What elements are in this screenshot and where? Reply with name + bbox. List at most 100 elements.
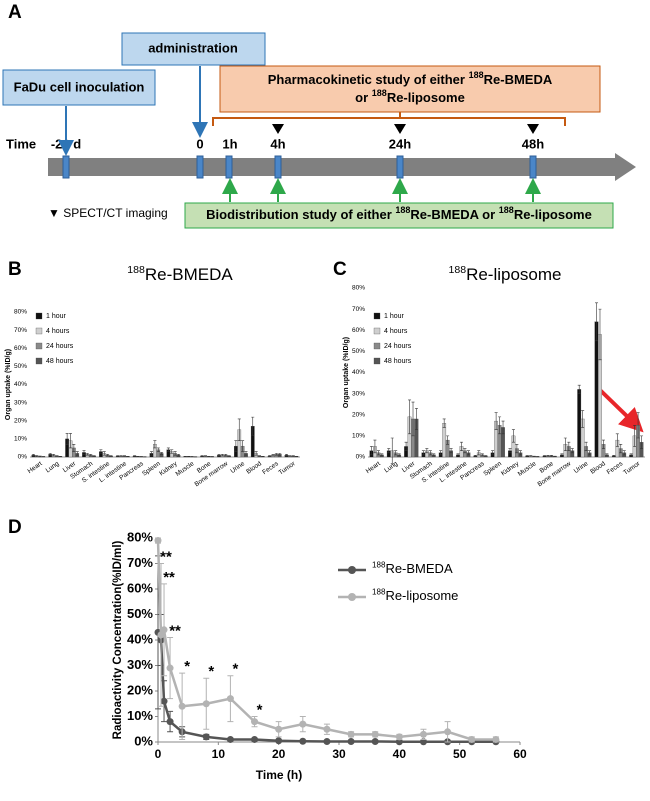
data-point (157, 631, 165, 639)
series-line (156, 631, 496, 743)
y-tick-label: 30% (127, 657, 153, 672)
legend-swatch (35, 327, 43, 335)
pk-box (219, 65, 601, 113)
panel-label: D (8, 517, 22, 538)
error-bar (428, 450, 432, 456)
bd-sup: 188 (499, 205, 514, 215)
error-bar (204, 455, 207, 457)
error-bar (529, 455, 533, 457)
error-bar (484, 455, 488, 457)
error-bar (577, 384, 581, 394)
data-point (299, 720, 307, 728)
error-bar (99, 449, 103, 454)
error-bar (291, 455, 295, 457)
pk-text-part: Pharmacokinetic study of either (268, 72, 469, 87)
x-tick-label: Urine (229, 460, 246, 475)
error-bar (160, 452, 164, 455)
legend-swatch (373, 342, 381, 350)
data-point (395, 733, 403, 741)
annotation: ** (163, 569, 175, 586)
time-marker (196, 155, 204, 179)
pk-text: Pharmacokinetic study of either 188Re-BM… (268, 70, 553, 87)
error-bar (258, 455, 261, 457)
error-bar (633, 425, 637, 447)
data-point (160, 626, 168, 634)
y-axis-label: Organ uptake (%ID/g) (343, 337, 350, 408)
time-marker (274, 155, 282, 179)
x-tick-label: Feces (261, 460, 280, 476)
legend-swatch (373, 327, 381, 335)
error-bar (466, 450, 470, 456)
error-bar (525, 455, 529, 457)
legend-marker (348, 593, 356, 601)
data-point (251, 718, 259, 726)
data-point (202, 700, 210, 708)
data-point (347, 730, 355, 738)
x-tick-label: Feces (606, 460, 625, 476)
legend-swatch (35, 357, 43, 365)
error-bar (133, 455, 137, 457)
x-tick-label: 60 (513, 747, 527, 761)
error-bar (220, 453, 224, 457)
data-point (347, 737, 355, 745)
error-bar (237, 418, 241, 441)
error-bar (217, 453, 221, 457)
error-bar (550, 455, 554, 457)
data-point (178, 702, 186, 710)
y-tick-label: 20% (127, 682, 153, 697)
error-bar (173, 451, 177, 456)
x-tick-label: 0 (155, 747, 162, 761)
pk-text: or 188Re-liposome (355, 88, 465, 105)
error-bar (612, 455, 616, 457)
data-point (395, 738, 403, 746)
error-bar (515, 444, 519, 454)
error-bar (102, 451, 106, 456)
legend-swatch (35, 342, 43, 350)
error-bar (106, 453, 110, 457)
error-bar (518, 450, 522, 456)
legend-label: 4 hours (384, 328, 408, 335)
data-point (371, 730, 379, 738)
x-tick-label: Lung (45, 460, 61, 474)
error-bar (285, 453, 288, 457)
error-bar (369, 446, 373, 456)
admin-box (121, 32, 266, 66)
y-tick-label: 0% (134, 733, 153, 748)
time-axis-label: Time (6, 136, 36, 151)
error-bar (622, 450, 626, 456)
error-bar (491, 450, 495, 456)
error-bar (511, 429, 515, 443)
y-tick-label: 40% (14, 381, 27, 388)
bar (577, 389, 582, 458)
error-bar (501, 420, 505, 435)
legend-label: 48 hours (46, 358, 74, 365)
error-bar (636, 412, 640, 439)
y-tick-label: 40% (127, 631, 153, 646)
error-bar (390, 437, 394, 464)
y-tick-label: 70% (127, 555, 153, 570)
error-bar (397, 453, 401, 457)
error-bar (598, 308, 602, 361)
data-point (160, 697, 168, 705)
error-bar (543, 455, 547, 457)
superscript: 188 (127, 264, 145, 276)
y-tick-label: 80% (127, 529, 153, 544)
data-point (492, 735, 500, 743)
y-tick-label: 50% (127, 606, 153, 621)
x-tick-label: 10 (212, 747, 226, 761)
error-bar (156, 447, 160, 452)
annotation: * (184, 658, 190, 675)
bar (442, 423, 447, 458)
error-bar (268, 455, 272, 457)
error-bar (224, 453, 228, 457)
error-bar (75, 451, 79, 456)
error-bar (177, 453, 180, 457)
error-bar (271, 453, 275, 457)
pk-text-part: Re-BMEDA (484, 72, 553, 87)
panel-label: B (8, 259, 22, 280)
label-text: Re-liposome (385, 588, 458, 603)
legend-label: 24 hours (384, 343, 412, 350)
y-tick-label: 80% (352, 285, 365, 292)
error-bar (421, 450, 425, 456)
error-bar (640, 435, 644, 449)
